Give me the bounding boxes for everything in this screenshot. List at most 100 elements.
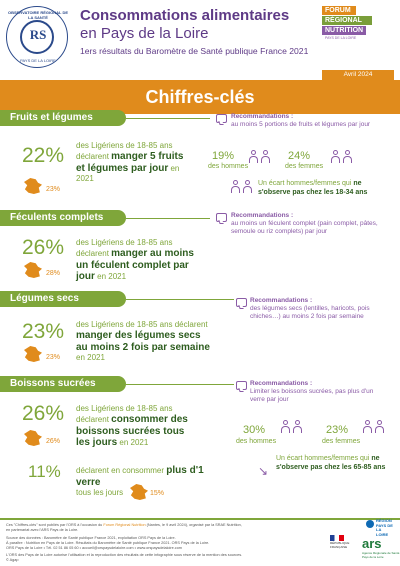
woman-icon [242,180,253,194]
footer-copyright: L'ORS des Pays de la Loire autorise l'ut… [6,553,243,557]
fruits-desc-bold: manger 5 fruits et légumes par jour [76,151,184,174]
feculents-france-pct: 28% [46,270,61,277]
legumes-pct: 23% [22,320,65,343]
region-text: RÉGION PAYS DE LA LOIRE [376,518,393,537]
speech-bubble-icon [216,213,227,222]
feculents-desc-pre: des Ligériens de 18-85 ans déclarent [76,238,173,258]
section-divider [126,218,210,219]
man-icon [230,180,241,194]
speech-bubble-icon [236,298,247,307]
republique-francaise-logo: RÉPUBLIQUE FRANÇAISE [330,535,358,551]
ors-logo: OBSERVATOIRE RÉGIONAL DE LA SANTÉ RS PAY… [6,6,68,68]
forum-logo-line1: FORUM [322,6,356,15]
footer-publication-note: Ces "Chiffres-clés" sont publiés par l'O… [6,523,242,528]
woman-icon [342,150,353,164]
fruits-women-label: des femmes [285,163,324,170]
boissons-men-label: des hommes [236,438,277,445]
fruits-description: des Ligériens de 18-85 ans déclarent man… [76,141,194,184]
france-map-icon [130,484,148,500]
feculents-recommendation: Recommandations : au moins un féculent c… [231,212,391,236]
boissons-desc2-post: tous les jours [76,488,124,497]
fruits-men-pct: 19% [212,150,235,162]
boissons-gap-pre: Un écart hommes/femmes qui [276,455,370,462]
boissons-gap-bold: ne s'observe pas chez les 65-85 ans [276,455,386,471]
fruits-reco-text: au moins 5 portions de fruits et légumes… [231,121,371,128]
forum-logo-line2: RÉGIONAL [322,16,372,25]
fruits-men-label: des hommes [208,163,249,170]
boissons-reco-text: Limiter les boissons sucrées, pas plus d… [250,388,374,403]
speech-bubble-icon [216,114,227,123]
fruits-desc-post: en 2021 [76,163,180,184]
boissons-desc-bold: consommer des boissons sucrées tous les … [76,414,188,448]
page-title-line2: en Pays de la Loire [80,25,209,42]
legumes-desc-bold: manger des légumes secs au moins 2 fois … [76,330,210,353]
page-subtitle: 1ers résultats du Baromètre de Santé pub… [80,46,309,56]
fruits-recommendation: Recommandations : au moins 5 portions de… [231,113,391,129]
ors-logo-text-bottom: PAYS DE LA LOIRE [20,58,56,63]
section-divider [126,118,210,119]
fruits-reco-title: Recommandations : [231,113,294,120]
boissons-recommendation: Recommandations : Limiter les boissons s… [250,380,380,404]
boissons-pct2: 11% [28,462,61,481]
man-icon [280,420,291,434]
section-title-fruits: Fruits et légumes [0,110,126,126]
boissons-women-pct: 23% [326,424,349,436]
footer-line1-pre: Ces "Chiffres-clés" sont publiés par l'O… [6,523,103,527]
arrow-icon: ↘ [258,464,269,478]
fruits-gap-pre: Un écart hommes/femmes qui [258,180,352,187]
legumes-france-pct: 23% [46,354,61,361]
forum-logo-line3: NUTRITION [322,26,366,35]
ors-logo-text-top: OBSERVATOIRE RÉGIONAL DE LA SANTÉ [7,10,69,20]
feculents-description: des Ligériens de 18-85 ans déclarent man… [76,238,206,283]
fruits-pct: 22% [22,144,65,167]
boissons-pct: 26% [22,402,65,425]
man-icon [292,420,303,434]
section-title-boissons: Boissons sucrées [0,376,126,392]
fruits-women-pct: 24% [288,150,311,162]
ars-subtitle: Agence Régionale de Santé Pays de la Loi… [362,551,400,559]
france-map-icon [24,178,42,194]
fruits-france-pct: 23% [46,186,61,193]
feculents-pct: 26% [22,236,65,259]
footer-line1-post: (Nantes, le 9 avril 2024), organisé par … [146,523,242,527]
legumes-reco-text: des légumes secs (lentilles, haricots, p… [250,305,370,320]
footer-contact: ORS Pays de la Loire • Tél. 02 51 86 05 … [6,546,182,550]
footer-divider [0,518,400,520]
forum-nutrition-logo: FORUM RÉGIONAL NUTRITION PAYS DE LA LOIR… [322,6,392,50]
boissons-men-pct: 30% [243,424,266,436]
rf-text: RÉPUBLIQUE FRANÇAISE [330,541,350,549]
feculents-desc-bold: manger au moins un féculent complet par … [76,248,194,282]
key-figures-banner: Chiffres-clés [0,80,400,114]
woman-icon [374,420,385,434]
footer-credit: © Agap [6,558,19,562]
boissons-description2: déclarent en consommer plus d'1 verre to… [76,465,226,498]
forum-link[interactable]: Forum Régional Nutrition [103,523,146,527]
boissons-desc-post: en 2021 [119,438,149,447]
boissons-desc-pre: des Ligériens de 18-85 ans déclarent [76,404,173,424]
forum-logo-line4: PAYS DE LA LOIRE [325,36,357,40]
page-title: Consommations alimentaires [80,7,290,24]
feculents-reco-text: au moins un féculent complet (pain compl… [231,220,378,235]
france-map-icon [24,346,42,362]
section-title-feculents: Féculents complets [0,210,126,226]
woman-icon [362,420,373,434]
legumes-desc-post: en 2021 [76,353,105,362]
man-icon [260,150,271,164]
fruits-gap-bold: ne s'observe pas chez les 18-34 ans [258,180,368,196]
boissons-women-label: des femmes [322,438,361,445]
legumes-desc-pre: des Ligériens de 18-85 ans déclarent [76,320,208,329]
ors-logo-monogram: RS [29,27,47,42]
boissons-gap-note: Un écart hommes/femmes qui ne s'observe … [276,455,396,472]
feculents-desc-post: en 2021 [97,272,127,281]
boissons-reco-title: Recommandations : [250,380,313,387]
legumes-reco-title: Recommandations : [250,297,313,304]
fruits-desc-pre: des Ligériens de 18-85 ans déclarent [76,141,173,161]
legumes-description: des Ligériens de 18-85 ans déclarent man… [76,320,212,363]
legumes-recommendation: Recommandations : des légumes secs (lent… [250,297,390,321]
footer-line2: en partenariat avec l'ARS Pays de la Loi… [6,528,79,532]
fruits-gap-note: Un écart hommes/femmes qui ne s'observe … [258,180,392,197]
footer-source1: Source des données : Baromètre de Santé … [6,536,176,540]
boissons-france-pct2: 15% [150,490,165,497]
france-map-icon [24,262,42,278]
boissons-description: des Ligériens de 18-85 ans déclarent con… [76,404,196,449]
